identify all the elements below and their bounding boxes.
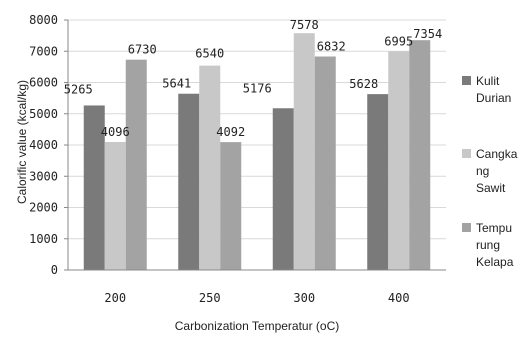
- data-label: 7354: [413, 27, 442, 41]
- x-tick-label: 300: [293, 291, 315, 305]
- y-tick-label: 0: [51, 263, 58, 277]
- bar: [199, 65, 221, 270]
- bar: [178, 93, 200, 270]
- legend-label: Tempu: [476, 221, 512, 235]
- bar: [220, 142, 242, 270]
- x-tick-label: 200: [104, 291, 126, 305]
- legend-label: Kelapa: [476, 255, 514, 269]
- data-label: 5265: [64, 82, 93, 96]
- x-axis-title: Carbonization Temperatur (oC): [175, 319, 340, 333]
- bar: [104, 142, 126, 270]
- legend-swatch: [462, 223, 471, 232]
- data-label: 4096: [101, 125, 130, 139]
- data-label: 5641: [162, 77, 191, 91]
- data-label: 6995: [384, 34, 413, 48]
- bar: [125, 59, 147, 270]
- y-axis-title: Calorific value (kcal/kg): [15, 80, 29, 204]
- bar: [314, 56, 336, 270]
- data-label: 4092: [216, 125, 245, 139]
- bar: [409, 40, 431, 270]
- bar: [367, 94, 389, 270]
- bar: [83, 105, 105, 270]
- legend-swatch: [462, 76, 471, 85]
- data-label: 7578: [290, 18, 319, 32]
- data-label: 6540: [195, 47, 224, 61]
- legend-label: Cangka: [476, 147, 518, 161]
- y-tick-label: 7000: [29, 44, 58, 58]
- y-tick-label: 4000: [29, 138, 58, 152]
- y-tick-label: 6000: [29, 76, 58, 90]
- data-label: 6832: [317, 40, 346, 54]
- y-tick-label: 1000: [29, 232, 58, 246]
- y-tick-label: 5000: [29, 107, 58, 121]
- bar: [293, 33, 315, 270]
- y-tick-label: 8000: [29, 13, 58, 27]
- y-tick-label: 3000: [29, 169, 58, 183]
- legend-label: rung: [476, 238, 500, 252]
- legend-label: Kulit: [476, 74, 500, 88]
- data-label: 5628: [349, 77, 378, 91]
- legend-label: ng: [476, 164, 489, 178]
- x-tick-label: 400: [388, 291, 410, 305]
- bar: [388, 51, 410, 270]
- y-tick-label: 2000: [29, 201, 58, 215]
- legend-swatch: [462, 149, 471, 158]
- data-label: 5176: [243, 81, 272, 95]
- legend-label: Durian: [476, 91, 511, 105]
- x-tick-label: 250: [199, 291, 221, 305]
- legend-label: Sawit: [476, 181, 506, 195]
- data-label: 6730: [128, 43, 157, 57]
- bar: [272, 108, 294, 270]
